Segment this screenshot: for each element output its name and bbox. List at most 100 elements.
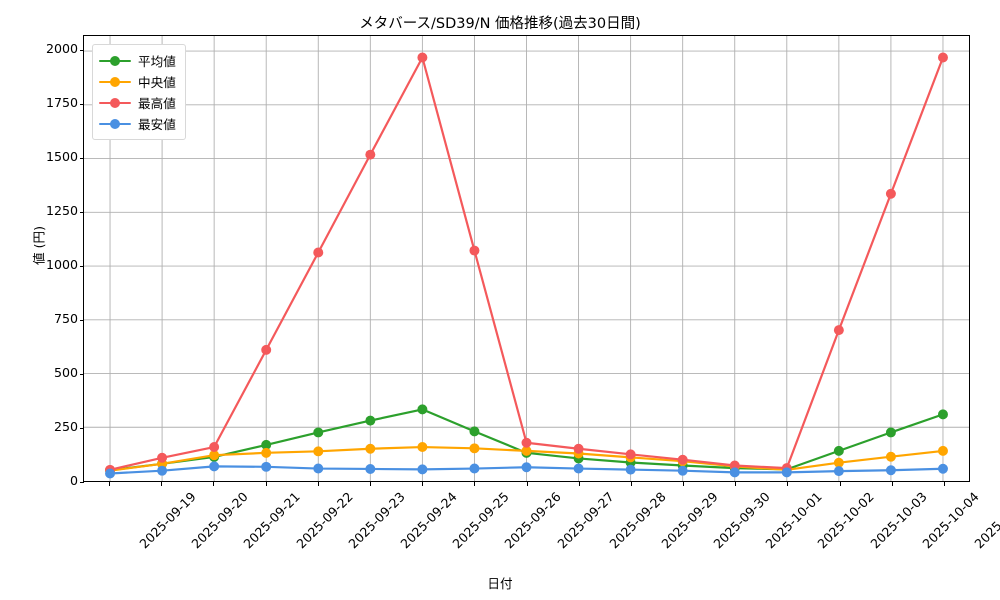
y-tick-label: 1750 — [45, 95, 78, 111]
data-point — [729, 467, 740, 478]
y-tick-mark — [79, 50, 84, 52]
data-point — [521, 437, 532, 448]
data-point — [313, 247, 324, 258]
data-point — [833, 466, 844, 477]
data-point — [885, 451, 896, 462]
data-point — [157, 465, 168, 476]
data-point — [209, 461, 220, 472]
data-point — [261, 439, 272, 450]
data-point — [469, 443, 480, 454]
y-tick-mark — [79, 266, 84, 268]
y-tick-label: 750 — [53, 311, 78, 327]
data-point — [209, 442, 220, 453]
y-tick-mark — [79, 482, 84, 483]
x-tick-mark — [683, 482, 685, 486]
plot-area — [83, 35, 970, 482]
y-tick-label: 500 — [53, 365, 78, 381]
data-point — [521, 462, 532, 473]
data-point — [521, 445, 532, 456]
legend-swatch-icon — [99, 54, 131, 68]
data-point — [833, 445, 844, 456]
data-point — [417, 52, 428, 63]
data-point — [937, 52, 948, 63]
data-point — [885, 188, 896, 199]
legend-swatch-icon — [99, 117, 131, 131]
data-point — [365, 443, 376, 454]
legend-label: 最高値 — [138, 96, 176, 111]
data-point — [417, 464, 428, 475]
x-tick-mark — [422, 482, 424, 486]
data-point — [469, 245, 480, 256]
x-tick-mark — [943, 482, 945, 486]
data-point — [313, 446, 324, 457]
data-point — [365, 149, 376, 160]
x-tick-mark — [474, 482, 476, 486]
data-point — [417, 404, 428, 415]
x-tick-mark — [839, 482, 841, 486]
y-tick-mark — [79, 428, 84, 429]
x-tick-mark — [787, 482, 789, 486]
x-tick-mark — [161, 482, 163, 486]
data-point — [573, 443, 584, 454]
y-tick-label: 1500 — [45, 149, 78, 165]
data-point — [573, 463, 584, 474]
data-point — [365, 463, 376, 474]
data-point — [157, 452, 168, 463]
x-tick-mark — [317, 482, 319, 486]
legend-swatch-icon — [99, 75, 131, 89]
data-point — [625, 464, 636, 475]
x-tick-mark — [526, 482, 528, 486]
x-tick-mark — [265, 482, 267, 486]
y-tick-mark — [79, 374, 84, 376]
data-point — [937, 445, 948, 456]
data-point — [729, 460, 740, 471]
legend-item[interactable]: 平均値 — [99, 50, 176, 71]
legend-label: 平均値 — [138, 54, 176, 69]
y-tick-mark — [79, 104, 84, 106]
data-point — [261, 447, 272, 458]
legend-swatch-icon — [99, 96, 131, 110]
data-point — [677, 465, 688, 476]
data-point — [313, 463, 324, 474]
x-tick-mark — [213, 482, 215, 486]
series-4 — [105, 461, 948, 479]
x-axis-label: 日付 — [487, 576, 513, 591]
data-point — [261, 344, 272, 355]
data-point — [469, 426, 480, 437]
y-tick-mark — [79, 158, 84, 160]
y-tick-label: 250 — [53, 419, 78, 434]
y-tick-label: 1000 — [45, 257, 78, 273]
grid-lines — [84, 36, 969, 481]
x-tick-mark — [369, 482, 371, 486]
chart-title: メタバース/SD39/N 価格推移(過去30日間) — [359, 16, 641, 32]
y-tick-label: 1250 — [45, 203, 78, 219]
y-tick-mark — [79, 212, 84, 214]
data-point — [885, 465, 896, 476]
data-point — [677, 454, 688, 465]
legend-item[interactable]: 最高値 — [99, 92, 176, 113]
y-tick-label: 2000 — [45, 41, 78, 57]
data-point — [885, 427, 896, 438]
data-point — [833, 457, 844, 468]
legend-label: 最安値 — [138, 117, 176, 132]
data-point — [781, 467, 792, 478]
data-point — [261, 461, 272, 472]
data-point — [833, 325, 844, 336]
x-tick-mark — [109, 482, 111, 486]
data-point — [209, 450, 220, 461]
data-point — [365, 415, 376, 426]
data-point — [313, 427, 324, 438]
data-point — [937, 409, 948, 420]
legend-item[interactable]: 中央値 — [99, 71, 176, 92]
x-tick-mark — [578, 482, 580, 486]
data-point — [469, 463, 480, 474]
y-tick-mark — [79, 320, 84, 322]
legend-label: 中央値 — [138, 75, 176, 90]
legend: 平均値中央値最高値最安値 — [92, 44, 186, 140]
data-point — [937, 463, 948, 474]
series-3 — [105, 52, 948, 475]
legend-item[interactable]: 最安値 — [99, 113, 176, 134]
x-tick-mark — [630, 482, 632, 486]
data-point — [625, 449, 636, 460]
